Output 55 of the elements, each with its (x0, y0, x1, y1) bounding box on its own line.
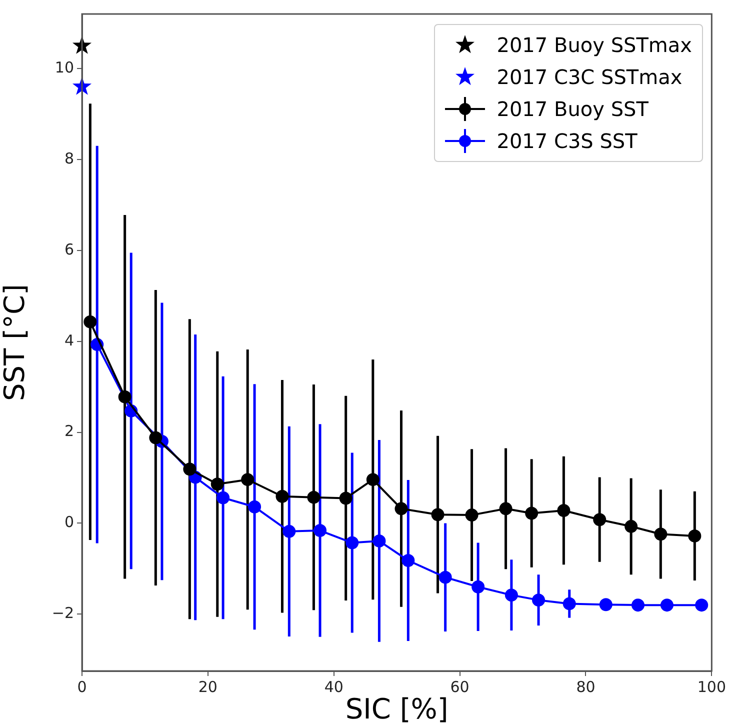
point (346, 536, 359, 550)
point (276, 490, 289, 503)
point (695, 598, 708, 612)
legend-label: 2017 Buoy SST (496, 97, 648, 121)
x-tick-label: 100 (697, 678, 726, 696)
point (593, 513, 606, 526)
y-tick-label: 4 (64, 331, 74, 350)
point (248, 500, 262, 514)
x-tick-label: 40 (324, 678, 344, 696)
x-tick-label: 60 (450, 678, 470, 696)
point (183, 462, 196, 476)
point (339, 492, 352, 505)
x-tick-label: 20 (198, 678, 218, 696)
point (402, 554, 415, 568)
legend-label: 2017 C3C SSTmax (496, 65, 682, 89)
point (366, 473, 380, 486)
point (688, 529, 702, 542)
point (654, 528, 668, 541)
point (557, 504, 570, 517)
point (562, 597, 576, 610)
y-tick-label: −2 (52, 604, 74, 622)
x-tick-label: 80 (576, 678, 596, 696)
point (532, 594, 546, 607)
point (84, 315, 97, 328)
point (307, 490, 320, 504)
point (210, 478, 224, 491)
y-tick-label: 6 (64, 240, 74, 258)
y-axis-title: SST [°C] (0, 284, 32, 401)
y-tick-label: 8 (64, 149, 74, 168)
y-tick-label: 10 (54, 58, 74, 76)
point (599, 598, 612, 612)
y-tick-label: 0 (64, 513, 74, 532)
point (149, 431, 162, 444)
point (438, 570, 452, 584)
point (660, 598, 674, 612)
point (504, 588, 518, 602)
point (431, 508, 444, 522)
point (472, 580, 485, 594)
point (372, 534, 386, 548)
y-tick-label: 2 (64, 422, 74, 440)
point (118, 390, 132, 404)
point (632, 598, 645, 612)
legend-label: 2017 C3S SST (496, 129, 638, 153)
point (314, 524, 327, 538)
point (282, 524, 296, 538)
point (624, 520, 638, 533)
point (241, 473, 254, 486)
legend-label: 2017 Buoy SSTmax (496, 33, 692, 57)
point (465, 508, 478, 522)
point (216, 491, 230, 504)
point (525, 506, 538, 520)
point (394, 502, 408, 516)
point (499, 502, 512, 516)
x-tick-label: 0 (77, 678, 87, 696)
x-axis-title: SIC [%] (345, 692, 448, 726)
